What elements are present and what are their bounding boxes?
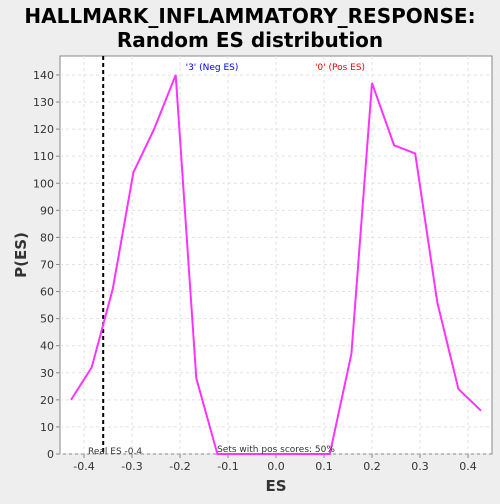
x-tick-label: 0.3	[411, 460, 429, 473]
x-tick-label: 0.1	[315, 460, 333, 473]
real-es-label: Real ES -0.4	[88, 447, 142, 457]
chart-title-line2: Random ES distribution	[117, 28, 383, 52]
x-tick-label: -0.4	[73, 460, 94, 473]
x-tick-label: 0.0	[267, 460, 285, 473]
x-axis-label: ES	[265, 477, 286, 495]
neg-es-label: '3' (Neg ES)	[186, 63, 239, 73]
y-tick-label: 100	[33, 177, 54, 190]
x-tick-label: -0.1	[217, 460, 238, 473]
y-tick-label: 70	[40, 258, 54, 271]
y-axis-ticks: 0 10 20 30 40 50 60 70 80 90 100 110 120 130 140	[33, 69, 60, 461]
y-tick-label: 60	[40, 286, 54, 299]
y-axis-label: P(ES)	[12, 232, 30, 278]
y-tick-label: 90	[40, 204, 54, 217]
y-tick-label: 40	[40, 340, 54, 353]
x-tick-label: -0.2	[169, 460, 190, 473]
chart-title-line1: HALLMARK_INFLAMMATORY_RESPONSE:	[24, 4, 475, 28]
y-tick-label: 80	[40, 231, 54, 244]
x-tick-label: 0.4	[459, 460, 477, 473]
y-tick-label: 120	[33, 123, 54, 136]
y-tick-label: 0	[47, 448, 54, 461]
y-tick-label: 50	[40, 313, 54, 326]
y-tick-label: 130	[33, 96, 54, 109]
y-tick-label: 10	[40, 421, 54, 434]
x-axis-ticks: -0.4 -0.3 -0.2 -0.1 0.0 0.1 0.2 0.3 0.4	[73, 454, 477, 473]
series-line	[70, 74, 482, 455]
y-tick-label: 140	[33, 69, 54, 82]
x-tick-label: 0.2	[363, 460, 381, 473]
pos-es-label: '0' (Pos ES)	[315, 63, 365, 73]
y-tick-label: 110	[33, 150, 54, 163]
y-tick-label: 30	[40, 367, 54, 380]
pos-scores-label: Sets with pos scores: 50%	[217, 445, 335, 455]
y-tick-label: 20	[40, 394, 54, 407]
x-tick-label: -0.3	[121, 460, 142, 473]
